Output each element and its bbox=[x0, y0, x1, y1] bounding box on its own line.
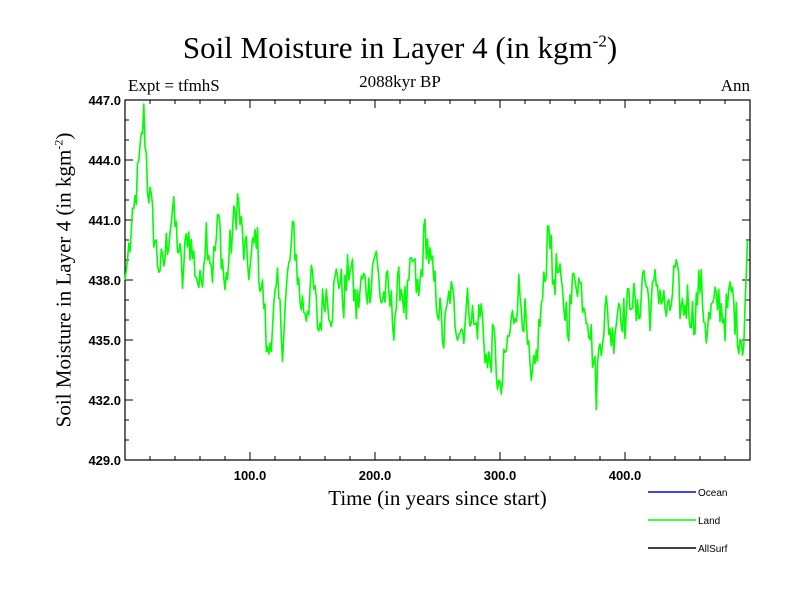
x-tick-label: 100.0 bbox=[234, 468, 267, 483]
x-tick-label: 200.0 bbox=[359, 468, 392, 483]
x-tick-label: 400.0 bbox=[609, 468, 642, 483]
experiment-label: Expt = tfmhS bbox=[128, 76, 220, 95]
x-tick-label: 300.0 bbox=[484, 468, 517, 483]
chart-title: Soil Moisture in Layer 4 (in kgm-2) bbox=[182, 30, 618, 65]
period-label: 2088kyr BP bbox=[359, 72, 441, 91]
x-axis-label: Time (in years since start) bbox=[328, 486, 547, 510]
legend-label-allsurf: AllSurf bbox=[698, 544, 728, 555]
y-tick-label: 438.0 bbox=[88, 273, 121, 288]
y-tick-label: 444.0 bbox=[88, 153, 121, 168]
legend-label-land: Land bbox=[698, 516, 720, 527]
land-series-line bbox=[124, 103, 749, 411]
y-tick-label: 432.0 bbox=[88, 393, 121, 408]
y-tick-label: 441.0 bbox=[88, 213, 121, 228]
legend-label-ocean: Ocean bbox=[698, 488, 727, 499]
season-label: Ann bbox=[720, 76, 750, 95]
y-tick-label: 447.0 bbox=[88, 93, 121, 108]
y-tick-label: 435.0 bbox=[88, 333, 121, 348]
y-tick-label: 429.0 bbox=[88, 453, 121, 468]
